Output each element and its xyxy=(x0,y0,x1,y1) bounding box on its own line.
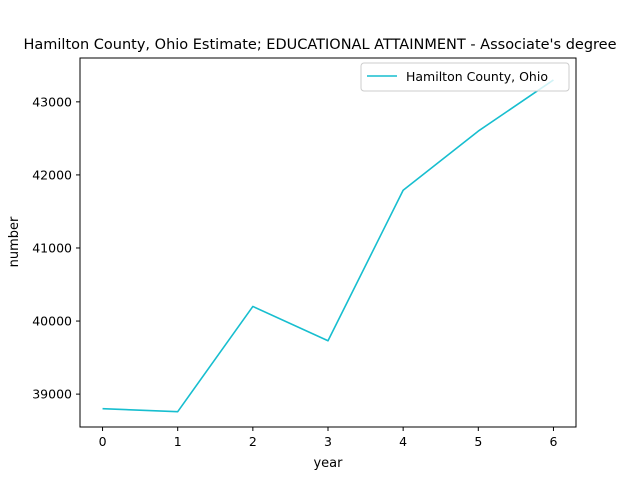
x-tick-label: 5 xyxy=(474,434,482,449)
y-tick-label: 39000 xyxy=(32,387,72,402)
x-tick-label: 3 xyxy=(324,434,332,449)
x-tick-label: 0 xyxy=(99,434,107,449)
y-axis: 39000 40000 41000 42000 43000 xyxy=(32,94,80,402)
y-tick-label: 43000 xyxy=(32,94,72,109)
y-tick-label: 40000 xyxy=(32,314,72,329)
legend: Hamilton County, Ohio xyxy=(360,62,570,92)
plot-background xyxy=(80,58,576,427)
y-axis-label: number xyxy=(7,216,22,267)
x-axis-label: year xyxy=(313,456,343,471)
y-tick-label: 42000 xyxy=(32,167,72,182)
y-tick-label: 41000 xyxy=(32,240,72,255)
x-tick-label: 4 xyxy=(399,434,407,449)
legend-label: Hamilton County, Ohio xyxy=(406,69,548,84)
plot-area xyxy=(79,57,577,428)
x-tick-label: 1 xyxy=(174,434,182,449)
series-layer xyxy=(102,79,554,413)
x-axis: 0 1 2 3 4 5 6 xyxy=(99,427,557,449)
x-tick-label: 6 xyxy=(549,434,557,449)
chart-title: Hamilton County, Ohio Estimate; EDUCATIO… xyxy=(23,37,616,53)
legend-box xyxy=(360,62,570,92)
x-tick-label: 2 xyxy=(249,434,257,449)
series-line xyxy=(102,79,554,413)
